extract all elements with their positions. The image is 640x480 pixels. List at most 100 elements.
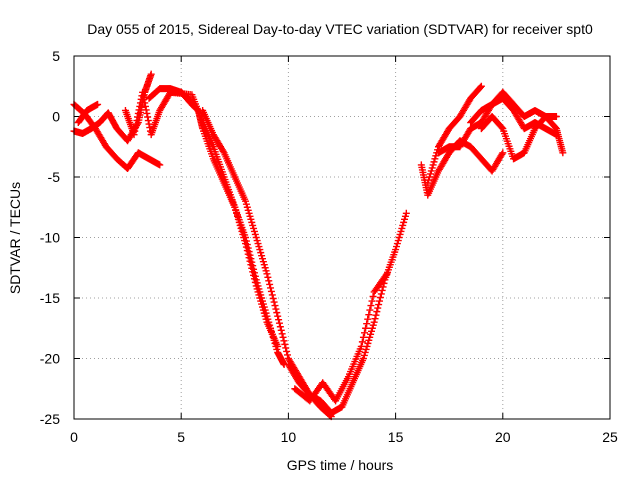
data-point — [139, 88, 147, 96]
data-point — [372, 311, 380, 319]
data-point — [219, 147, 227, 155]
data-point — [559, 149, 567, 157]
data-point — [250, 271, 258, 279]
data-point — [135, 106, 143, 114]
data-point — [358, 338, 366, 346]
data-point — [143, 109, 151, 117]
data-point — [244, 250, 252, 258]
series-track-14 — [477, 113, 560, 163]
data-point — [133, 117, 141, 125]
data-point — [378, 286, 386, 294]
data-point — [499, 149, 507, 157]
data-point — [266, 280, 274, 288]
data-point — [552, 113, 560, 120]
data-point — [134, 109, 142, 117]
x-axis-label: GPS time / hours — [287, 457, 394, 473]
data-point — [272, 305, 280, 313]
data-point — [368, 297, 376, 305]
y-tick-label: -10 — [40, 230, 60, 246]
data-point — [141, 102, 149, 110]
data-point — [243, 247, 251, 255]
data-point — [365, 311, 373, 319]
data-point — [362, 324, 370, 332]
data-point — [144, 113, 152, 121]
data-point — [283, 347, 291, 355]
data-point — [363, 320, 371, 328]
series-track-11 — [424, 82, 485, 187]
data-point — [382, 271, 390, 279]
data-point — [377, 290, 385, 298]
data-point — [247, 261, 255, 269]
data-point — [130, 131, 138, 139]
data-point — [139, 92, 147, 100]
y-tick-label: -20 — [40, 351, 60, 367]
data-point — [270, 298, 278, 306]
data-point — [265, 277, 273, 285]
data-point — [366, 306, 374, 314]
data-point — [147, 70, 155, 78]
data-point — [476, 83, 484, 91]
data-point — [370, 318, 378, 326]
data-point — [273, 309, 281, 317]
data-point — [280, 337, 288, 345]
data-point — [249, 268, 257, 276]
y-tick-label: 0 — [52, 109, 60, 125]
data-point — [250, 275, 258, 283]
y-tick-label: 5 — [52, 48, 60, 64]
y-tick-label: -5 — [48, 169, 61, 185]
data-point — [373, 308, 381, 316]
y-axis-label: SDTVAR / TECUs — [7, 182, 23, 294]
data-point — [371, 315, 379, 323]
data-point — [144, 117, 152, 125]
data-point — [276, 323, 284, 331]
data-point — [477, 82, 485, 90]
data-point — [367, 302, 375, 310]
plot-frame — [73, 55, 611, 420]
data-point — [279, 333, 287, 341]
data-point — [142, 106, 150, 114]
data-point — [357, 342, 365, 350]
series-track-6 — [166, 88, 282, 350]
data-point — [246, 257, 254, 265]
data-point — [284, 351, 292, 359]
data-point — [141, 99, 149, 107]
data-point — [281, 340, 289, 348]
series-track-3 — [74, 100, 102, 127]
data-points — [70, 70, 567, 421]
data-point — [361, 329, 369, 337]
x-tick-label: 25 — [602, 429, 618, 445]
data-point — [369, 292, 377, 300]
data-point — [364, 315, 372, 323]
data-point — [498, 150, 506, 158]
data-point — [248, 264, 256, 272]
x-tick-label: 20 — [495, 429, 511, 445]
x-tick-label: 15 — [388, 429, 404, 445]
y-tick-label: -15 — [40, 290, 60, 306]
data-point — [268, 291, 276, 299]
x-tick-label: 10 — [281, 429, 297, 445]
series-track-2 — [70, 70, 155, 145]
x-tick-label: 5 — [177, 429, 185, 445]
data-point — [264, 273, 272, 281]
data-point — [271, 302, 279, 310]
data-point — [242, 243, 250, 251]
data-point — [267, 287, 275, 295]
data-point — [402, 209, 410, 217]
data-point — [134, 113, 142, 121]
data-point — [131, 124, 139, 132]
data-point — [282, 344, 290, 352]
data-point — [267, 284, 275, 292]
data-point — [376, 297, 384, 305]
series-track-8 — [284, 209, 410, 417]
data-point — [245, 254, 253, 262]
data-point — [94, 100, 102, 108]
data-point — [275, 319, 283, 327]
data-point — [383, 270, 391, 278]
data-point — [278, 330, 286, 338]
tick-labels: 0 5 10 15 20 25 5 0 -5 -10 -15 -20 -25 — [40, 48, 618, 445]
data-point — [374, 304, 382, 312]
data-point — [375, 301, 383, 309]
chart-title: Day 055 of 2015, Sidereal Day-to-day VTE… — [87, 21, 593, 37]
data-point — [498, 124, 506, 132]
